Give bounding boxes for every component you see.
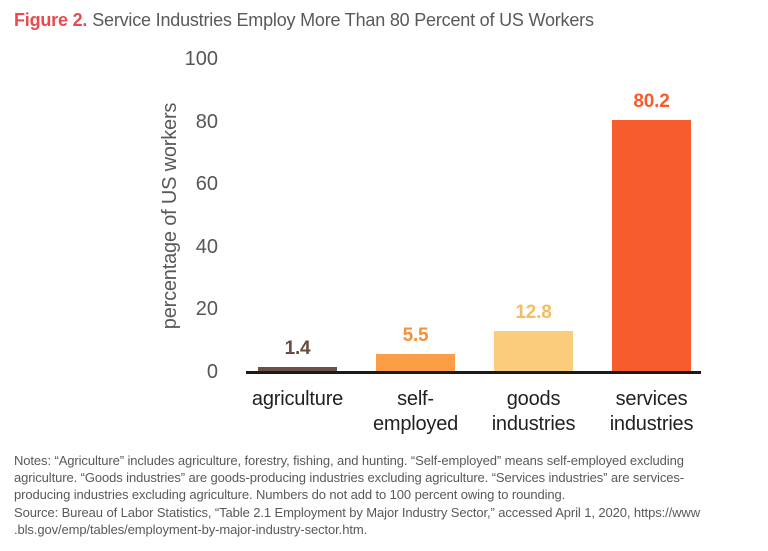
y-axis-tick-label-60: 60 bbox=[195, 173, 218, 196]
figure-title: Figure 2. Service Industries Employ More … bbox=[14, 10, 594, 31]
y-axis-tick-label-40: 40 bbox=[195, 235, 218, 258]
y-axis-tick-label-100: 100 bbox=[184, 48, 218, 71]
x-axis-line bbox=[246, 371, 701, 374]
source-line: Source: Bureau of Labor Statistics, “Tab… bbox=[14, 504, 700, 520]
bar-value-label-goods-industries: 12.8 bbox=[515, 302, 552, 323]
notes-line: agriculture. “Goods industries” are good… bbox=[14, 470, 684, 486]
notes-line: producing industries excluding agricultu… bbox=[14, 487, 566, 503]
source-line: .bls.gov/emp/tables/employment-by-major-… bbox=[14, 521, 368, 537]
bar-self-employed bbox=[376, 354, 455, 371]
bar-services-industries bbox=[612, 120, 691, 371]
x-axis-category-label-agriculture: agriculture bbox=[251, 388, 344, 410]
x-axis-category-label-services-industries: services industries bbox=[609, 388, 694, 435]
figure-number-label: Figure 2. bbox=[14, 10, 88, 30]
bar-goods-industries bbox=[494, 331, 573, 371]
bar-value-label-services-industries: 80.2 bbox=[633, 91, 670, 112]
y-axis-tick-label-0: 0 bbox=[206, 361, 218, 383]
bar-value-label-self-employed: 5.5 bbox=[402, 325, 429, 346]
x-axis-category-label-goods-industries: goods industries bbox=[491, 388, 576, 435]
bar-agriculture bbox=[258, 367, 337, 371]
y-axis-tick-label-20: 20 bbox=[195, 298, 218, 321]
plot-area: 1.4 agriculture 5.5 self- employed 12.8 goods… bbox=[246, 59, 701, 435]
notes-line: Notes: “Agriculture” includes agricultur… bbox=[14, 453, 684, 468]
notes-block: Notes: “Agriculture” includes agricultur… bbox=[14, 452, 759, 538]
x-axis-category-label-self-employed: self- employed bbox=[372, 388, 459, 435]
bar-value-label-agriculture: 1.4 bbox=[284, 338, 311, 359]
figure-title-text: Service Industries Employ More Than 80 P… bbox=[92, 10, 594, 30]
y-axis-tick-label-80: 80 bbox=[195, 110, 218, 133]
